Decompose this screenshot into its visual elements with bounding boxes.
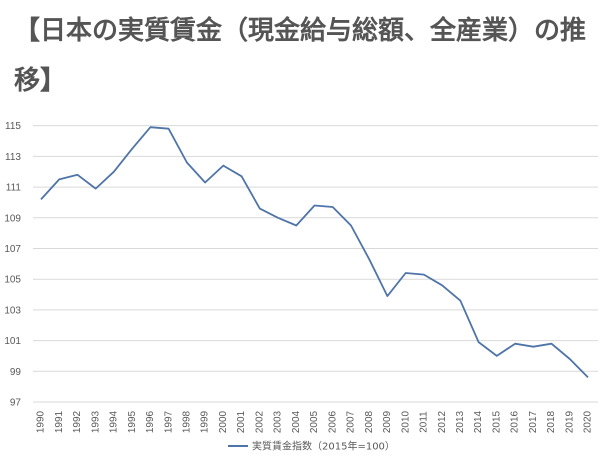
x-tick-label: 2013 xyxy=(455,410,466,433)
x-tick-label: 2008 xyxy=(364,410,375,433)
x-tick-label: 2019 xyxy=(564,410,575,433)
x-tick-label: 2011 xyxy=(419,411,430,433)
x-tick-label: 2010 xyxy=(400,410,411,433)
series-lines xyxy=(40,126,589,379)
x-tick-label: 2001 xyxy=(236,410,247,433)
x-tick-label: 2015 xyxy=(491,410,502,433)
x-tick-label: 2003 xyxy=(273,410,284,433)
x-tick-label: 2009 xyxy=(382,410,393,433)
y-tick-label: 103 xyxy=(4,305,21,316)
x-tick-label: 1995 xyxy=(127,410,138,433)
y-axis-ticks: 97 99 101 103 105 107 109 111 113 115 xyxy=(4,121,21,408)
series-line xyxy=(40,126,589,379)
x-tick-label: 2014 xyxy=(473,410,484,433)
x-tick-label: 2016 xyxy=(510,410,521,433)
x-tick-label: 2017 xyxy=(528,410,539,433)
legend: 実質賃金指数（2015年=100） xyxy=(228,440,395,453)
y-tick-label: 109 xyxy=(4,213,21,224)
x-tick-label: 2004 xyxy=(291,410,302,433)
x-tick-label: 2018 xyxy=(546,410,557,433)
x-tick-label: 1999 xyxy=(200,410,211,433)
legend-label: 実質賃金指数（2015年=100） xyxy=(252,440,395,453)
x-tick-label: 1990 xyxy=(36,410,47,433)
x-tick-label: 1997 xyxy=(163,410,174,433)
x-tick-label: 1998 xyxy=(182,410,193,433)
x-tick-label: 2002 xyxy=(254,410,265,433)
y-tick-label: 105 xyxy=(4,275,21,286)
y-tick-label: 101 xyxy=(4,336,21,347)
x-tick-label: 1994 xyxy=(109,410,120,433)
x-tick-label: 1993 xyxy=(90,410,101,433)
x-tick-label: 2012 xyxy=(437,410,448,433)
chart-title: 【日本の実質賃金（現金給与総額、全産業）の推移】 xyxy=(14,16,587,96)
x-axis-ticks: 1990 1991 1992 1993 1994 1995 1996 1997 1998 1999… xyxy=(36,410,594,433)
y-tick-label: 107 xyxy=(4,244,21,255)
gridlines xyxy=(33,125,598,403)
y-tick-label: 97 xyxy=(10,398,22,409)
x-tick-label: 2006 xyxy=(327,410,338,433)
x-tick-label: 1991 xyxy=(54,410,65,433)
x-tick-label: 1996 xyxy=(145,410,156,433)
x-tick-label: 2007 xyxy=(346,410,357,433)
x-tick-label: 1992 xyxy=(72,410,83,433)
x-tick-label: 2020 xyxy=(583,410,594,433)
y-tick-label: 113 xyxy=(5,152,21,163)
y-tick-label: 115 xyxy=(5,121,21,132)
x-tick-label: 2005 xyxy=(309,410,320,433)
x-tick-label: 2000 xyxy=(218,410,229,433)
y-tick-label: 111 xyxy=(6,183,22,194)
y-tick-label: 99 xyxy=(10,367,22,378)
